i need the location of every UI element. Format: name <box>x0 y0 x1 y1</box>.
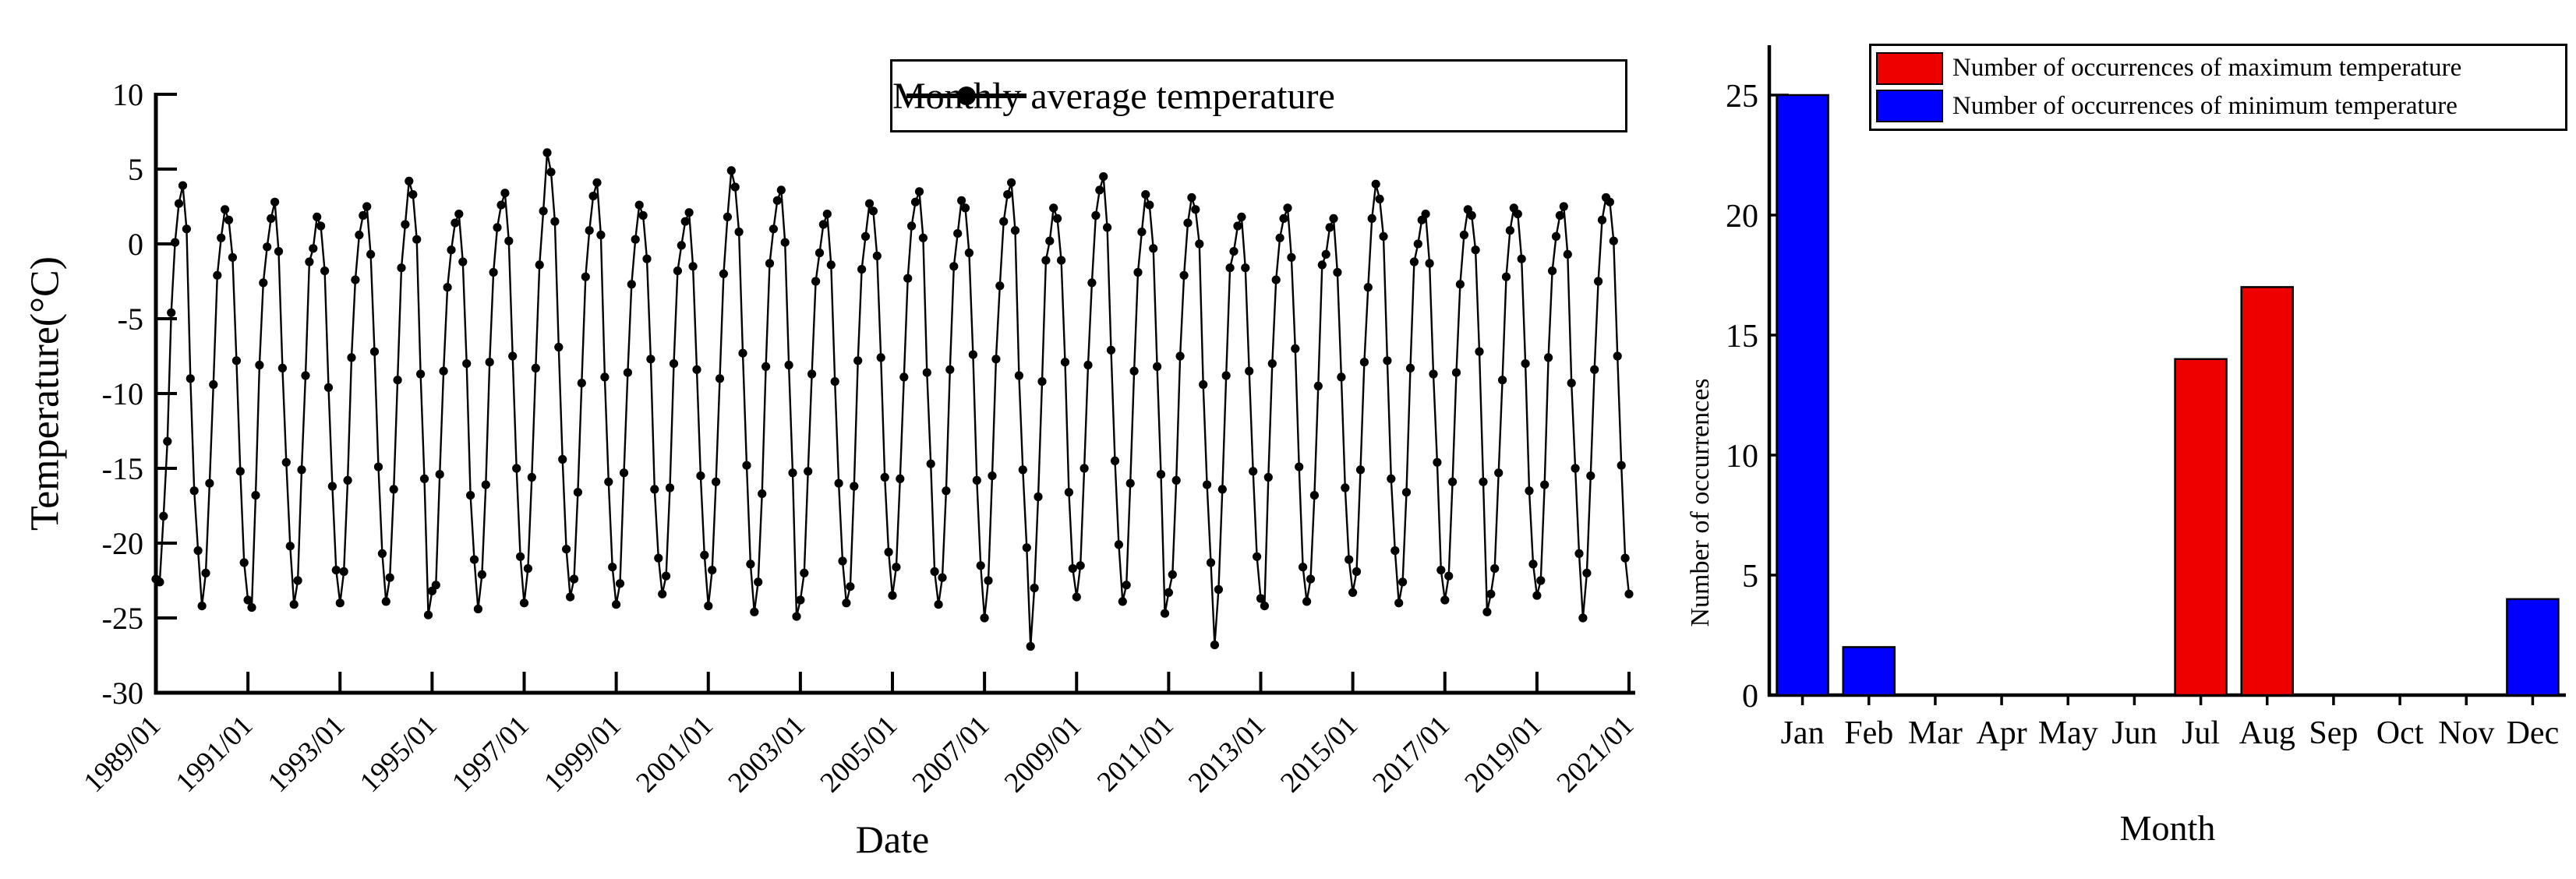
legend-max-label: Number of occurrences of maximum tempera… <box>1952 54 2462 83</box>
svg-text:Feb: Feb <box>1844 715 1893 751</box>
svg-text:-30: -30 <box>102 676 143 711</box>
left-ticks <box>154 93 1631 694</box>
svg-text:Nov: Nov <box>2438 715 2494 751</box>
bar-Aug <box>2240 286 2294 697</box>
right-axes <box>1767 45 2566 697</box>
right-x-axis-title: Month <box>2119 808 2216 848</box>
left-legend: Monthly average temperature <box>890 59 1627 132</box>
svg-text:5: 5 <box>128 152 143 187</box>
max-temperature-swatch-icon <box>1876 51 1943 85</box>
bar-Jul <box>2174 358 2228 697</box>
svg-text:-10: -10 <box>102 376 143 411</box>
svg-text:Jun: Jun <box>2111 715 2157 751</box>
svg-text:Oct: Oct <box>2376 715 2424 751</box>
bar-Jan <box>1776 94 1829 697</box>
svg-text:10: 10 <box>112 77 143 112</box>
svg-text:15: 15 <box>1726 319 1758 355</box>
bar-Feb <box>1842 646 1896 697</box>
right-y-axis-title: Number of occurrences <box>1686 378 1715 627</box>
svg-text:-25: -25 <box>102 601 143 636</box>
legend-min-label: Number of occurrences of minimum tempera… <box>1952 91 2458 120</box>
svg-text:-5: -5 <box>118 302 143 337</box>
svg-text:-20: -20 <box>102 526 143 561</box>
right-tick-labels: 0 5 10 15 20 25 Jan Feb Mar Apr May Jun Jul Aug Sep Oct… <box>1726 79 2559 751</box>
svg-text:Jul: Jul <box>2182 715 2220 751</box>
svg-text:0: 0 <box>1742 679 1758 715</box>
svg-text:-15: -15 <box>102 451 143 486</box>
svg-text:Sep: Sep <box>2309 715 2358 751</box>
svg-text:10: 10 <box>1726 439 1758 475</box>
svg-text:20: 20 <box>1726 199 1758 235</box>
min-temperature-swatch-icon <box>1876 90 1943 123</box>
svg-text:5: 5 <box>1742 559 1758 595</box>
left-y-axis-title: Temperature(°C) <box>23 256 68 531</box>
svg-text:Apr: Apr <box>1976 715 2027 751</box>
svg-text:Aug: Aug <box>2239 715 2295 751</box>
svg-text:Mar: Mar <box>1908 715 1963 751</box>
bar-Dec <box>2506 598 2560 697</box>
line-marker-icon <box>906 86 1027 105</box>
svg-text:May: May <box>2038 715 2098 751</box>
right-legend: Number of occurrences of maximum tempera… <box>1869 44 2567 131</box>
svg-text:0: 0 <box>128 227 143 262</box>
legend-entry-min: Number of occurrences of minimum tempera… <box>1876 87 2560 125</box>
legend-entry-max: Number of occurrences of maximum tempera… <box>1876 50 2560 87</box>
svg-text:Jan: Jan <box>1781 715 1825 751</box>
occurrence-bars <box>1776 94 2560 697</box>
svg-text:Dec: Dec <box>2507 715 2560 751</box>
right-ticks <box>1769 94 2535 705</box>
svg-text:25: 25 <box>1726 79 1758 115</box>
temperature-series <box>151 148 1634 651</box>
left-x-axis-title: Date <box>855 817 930 861</box>
